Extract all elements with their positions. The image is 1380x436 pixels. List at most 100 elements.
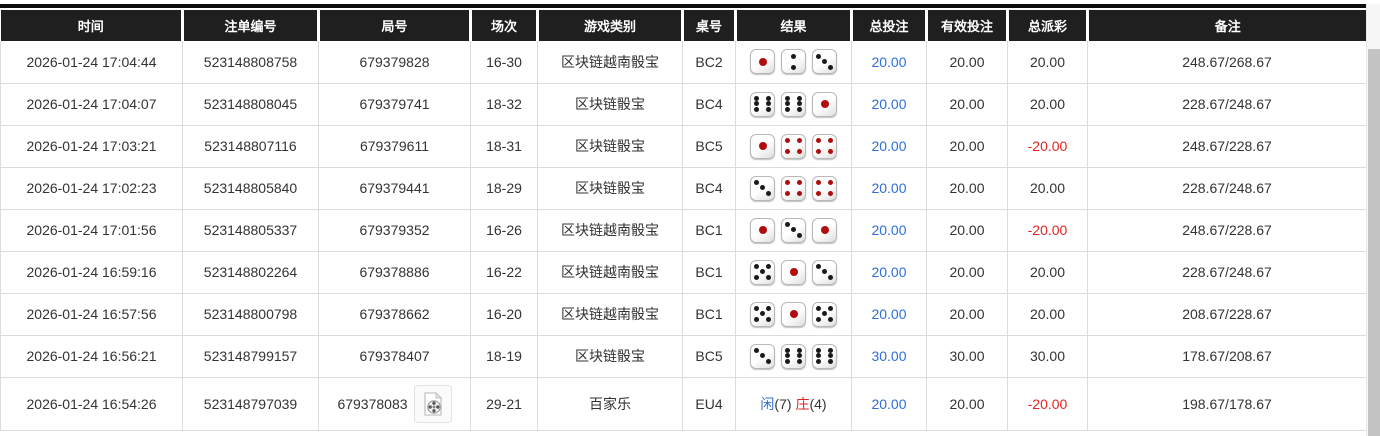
die-1-icon xyxy=(781,259,806,285)
time-cell: 2026-01-24 16:57:56 xyxy=(0,292,183,336)
round-number: 679379352 xyxy=(359,222,430,238)
round-cell: 679379352 xyxy=(318,208,471,252)
total-bet-amount-link[interactable]: 20.00 xyxy=(871,138,907,154)
column-header-session: 场次 xyxy=(470,10,539,41)
dice-result xyxy=(750,91,837,117)
round-cell: 679378407 xyxy=(318,334,471,378)
player-score: (7) xyxy=(774,395,792,412)
game-type-cell: 区块链骰宝 xyxy=(537,166,683,210)
die-1-icon xyxy=(750,217,775,243)
session-cell: 16-20 xyxy=(470,292,538,336)
remark-cell: 198.67/178.67 xyxy=(1087,376,1367,431)
valid-bet-cell: 20.00 xyxy=(926,292,1008,336)
time-cell: 2026-01-24 17:04:07 xyxy=(0,82,183,126)
total-bet-amount-link[interactable]: 20.00 xyxy=(871,395,907,412)
column-header-total_bet: 总投注 xyxy=(851,10,928,41)
table-row: 2026-01-24 16:54:26 523148797039 679378083… xyxy=(0,376,1367,431)
die-1-icon xyxy=(812,217,837,243)
total-bet-amount-link[interactable]: 20.00 xyxy=(871,53,907,70)
column-header-round: 局号 xyxy=(318,10,472,41)
time-cell: 2026-01-24 17:01:56 xyxy=(0,208,183,252)
total-bet-amount-link[interactable]: 30.00 xyxy=(871,348,907,364)
total-bet-amount-link[interactable]: 20.00 xyxy=(871,264,907,280)
time-cell: 2026-01-24 17:03:21 xyxy=(0,124,183,168)
time-cell: 2026-01-24 16:59:16 xyxy=(0,250,183,294)
dice-result xyxy=(750,49,837,75)
total-bet-amount-link[interactable]: 20.00 xyxy=(871,96,907,112)
die-5-icon xyxy=(750,259,775,285)
table-row: 2026-01-24 17:03:21 523148807116 679379611… xyxy=(0,124,1367,168)
die-4-icon xyxy=(781,133,806,159)
remark-cell: 208.67/228.67 xyxy=(1087,292,1367,336)
total-bet-cell: 20.00 xyxy=(851,208,927,252)
total-bet-amount-link[interactable]: 20.00 xyxy=(871,222,907,238)
game-type-cell: 区块链越南骰宝 xyxy=(537,250,683,294)
session-cell: 29-21 xyxy=(470,376,538,431)
dice-result xyxy=(750,259,837,285)
bet-id-cell: 523148799157 xyxy=(182,334,319,378)
die-4-icon xyxy=(812,133,837,159)
banker-score: (4) xyxy=(809,395,827,412)
payout-cell: -20.00 xyxy=(1007,376,1088,431)
die-3-icon xyxy=(812,259,837,285)
remark-cell: 228.67/248.67 xyxy=(1087,82,1367,126)
total-bet-cell: 20.00 xyxy=(851,166,927,210)
total-bet-amount-link[interactable]: 20.00 xyxy=(871,180,907,196)
total-bet-cell: 20.00 xyxy=(851,292,927,336)
session-cell: 16-26 xyxy=(470,208,538,252)
round-number: 679378083 xyxy=(337,395,408,412)
result-cell xyxy=(735,250,852,294)
bet-id-cell: 523148808045 xyxy=(182,82,319,126)
game-type-cell: 百家乐 xyxy=(537,376,683,431)
bet-id-cell: 523148800798 xyxy=(182,292,319,336)
payout-cell: 20.00 xyxy=(1007,82,1088,126)
bet-id-cell: 523148797039 xyxy=(182,376,319,431)
payout-cell: 20.00 xyxy=(1007,166,1088,210)
round-cell: 679378083 xyxy=(318,376,471,431)
die-6-icon xyxy=(781,91,806,117)
bet-id-cell: 523148805337 xyxy=(182,208,319,252)
payout-cell: -20.00 xyxy=(1007,124,1088,168)
result-cell xyxy=(735,166,852,210)
total-bet-cell: 20.00 xyxy=(851,41,927,84)
video-replay-button[interactable] xyxy=(413,384,452,423)
valid-bet-cell: 20.00 xyxy=(926,208,1008,252)
payout-cell: 20.00 xyxy=(1007,41,1088,84)
banker-label: 庄 xyxy=(795,395,810,412)
video-file-icon xyxy=(423,391,442,416)
result-cell xyxy=(735,292,852,336)
table-number-cell: BC1 xyxy=(682,292,736,336)
column-header-time: 时间 xyxy=(0,10,184,41)
remark-cell: 248.67/228.67 xyxy=(1087,208,1367,252)
round-cell: 679378886 xyxy=(318,250,471,294)
table-number-cell: BC4 xyxy=(682,166,736,210)
result-cell xyxy=(735,82,852,126)
die-4-icon xyxy=(781,175,806,201)
result-cell xyxy=(735,124,852,168)
total-bet-cell: 20.00 xyxy=(851,250,927,294)
total-bet-amount-link[interactable]: 20.00 xyxy=(871,306,907,322)
valid-bet-cell: 20.00 xyxy=(926,250,1008,294)
result-cell xyxy=(735,208,852,252)
round-number: 679379611 xyxy=(359,138,430,154)
die-6-icon xyxy=(750,91,775,117)
round-cell: 679378662 xyxy=(318,292,471,336)
game-type-cell: 区块链骰宝 xyxy=(537,124,683,168)
table-number-cell: BC1 xyxy=(682,208,736,252)
table-row: 2026-01-24 16:57:56 523148800798 679378662… xyxy=(0,292,1367,336)
table-top-border xyxy=(0,4,1366,8)
round-number: 679379441 xyxy=(359,180,430,196)
scrollbar-thumb[interactable] xyxy=(1368,49,1380,436)
remark-cell: 248.67/268.67 xyxy=(1087,41,1367,84)
table-number-cell: BC1 xyxy=(682,250,736,294)
die-2-icon xyxy=(781,49,806,75)
die-1-icon xyxy=(750,133,775,159)
vertical-scrollbar[interactable] xyxy=(1366,4,1380,436)
session-cell: 18-31 xyxy=(470,124,538,168)
bet-id-cell: 523148807116 xyxy=(182,124,319,168)
bet-records-table: 时间 注单编号 局号 场次 游戏类别 桌号 结果 总投注 有效投注 总派彩 备注 2026-01-2… xyxy=(0,10,1367,431)
round-number: 679379828 xyxy=(359,53,430,70)
die-5-icon xyxy=(812,301,837,327)
table-row: 2026-01-24 17:04:07 523148808045 679379741… xyxy=(0,82,1367,126)
valid-bet-cell: 30.00 xyxy=(926,334,1008,378)
